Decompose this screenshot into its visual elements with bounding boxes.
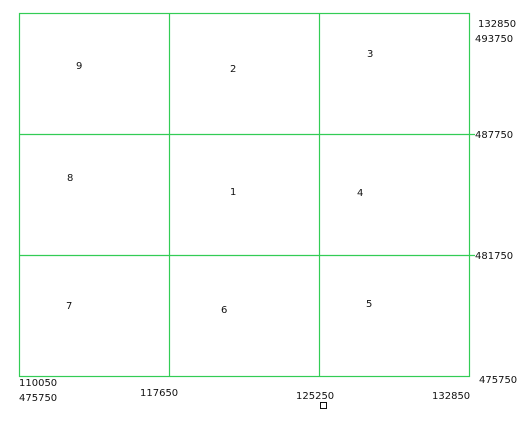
cell-label-r2c2: 5 bbox=[366, 299, 372, 310]
coord-top-right-x: 132850 bbox=[478, 19, 516, 30]
coord-bottom-x2: 125250 bbox=[296, 391, 334, 402]
cell-label-r2c1: 6 bbox=[221, 305, 227, 316]
cell-label-r1c2: 4 bbox=[357, 188, 363, 199]
coord-bottom-right-x: 132850 bbox=[432, 391, 470, 402]
cell-label-r0c1: 2 bbox=[230, 64, 236, 75]
grid-outer-border bbox=[18, 12, 471, 378]
grid-lines bbox=[18, 12, 475, 378]
coord-bottom-right-y: 475750 bbox=[479, 375, 517, 386]
coord-line-y1: 487750 bbox=[475, 130, 513, 141]
cell-label-r0c2: 3 bbox=[367, 49, 373, 60]
cell-label-r0c0: 9 bbox=[76, 61, 82, 72]
coord-line-y2: 481750 bbox=[475, 251, 513, 262]
coord-bottom-left-x: 110050 bbox=[19, 378, 57, 389]
cell-label-r1c0: 8 bbox=[67, 173, 73, 184]
cell-label-r2c0: 7 bbox=[66, 301, 72, 312]
coordinate-labels: 132850 493750 487750 481750 475750 11005… bbox=[19, 19, 517, 404]
cell-labels: 9 2 3 8 1 4 7 6 5 bbox=[66, 49, 373, 316]
coord-top-right-y: 493750 bbox=[475, 34, 513, 45]
coord-bottom-x1: 117650 bbox=[140, 388, 178, 399]
coord-bottom-left-y: 475750 bbox=[19, 393, 57, 404]
point-marker-handle bbox=[320, 402, 327, 409]
cell-label-r1c1: 1 bbox=[230, 187, 236, 198]
